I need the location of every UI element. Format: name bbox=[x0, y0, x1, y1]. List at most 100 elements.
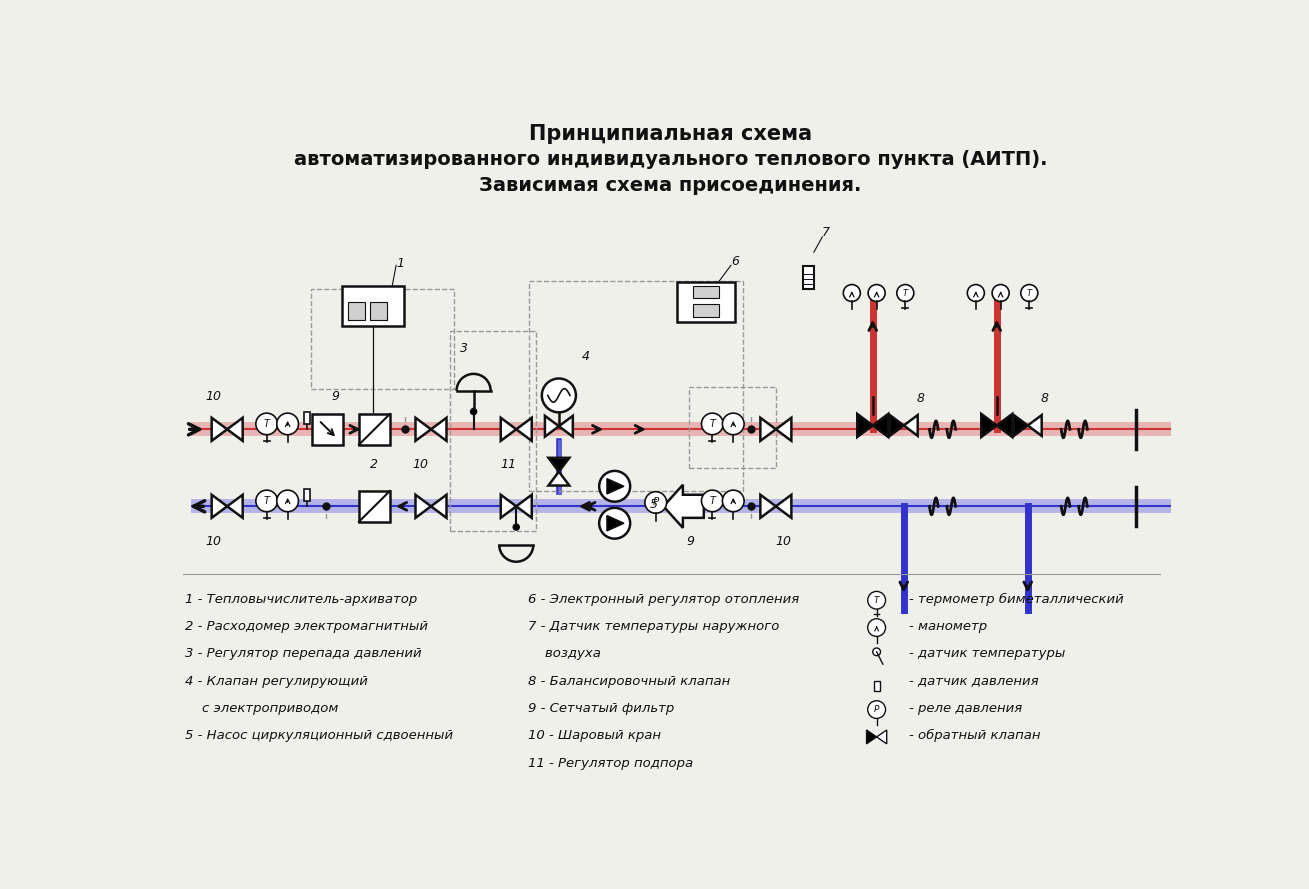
Text: T: T bbox=[263, 496, 270, 506]
Text: T: T bbox=[709, 419, 715, 428]
Text: T: T bbox=[1026, 289, 1031, 298]
Text: - обратный клапан: - обратный клапан bbox=[910, 729, 1041, 742]
Text: 10 - Шаровый кран: 10 - Шаровый кран bbox=[528, 729, 661, 742]
Polygon shape bbox=[548, 458, 569, 472]
Text: T: T bbox=[903, 289, 908, 298]
Polygon shape bbox=[501, 418, 516, 441]
Text: 8 - Балансировочный клапан: 8 - Балансировочный клапан bbox=[528, 675, 730, 687]
Bar bbox=[348, 302, 365, 320]
Polygon shape bbox=[501, 495, 516, 518]
Text: T: T bbox=[709, 496, 715, 506]
Text: 10: 10 bbox=[412, 458, 428, 471]
Bar bbox=[692, 304, 719, 316]
Polygon shape bbox=[212, 495, 228, 518]
Text: Принципиальная схема: Принципиальная схема bbox=[529, 124, 812, 144]
Polygon shape bbox=[877, 730, 886, 744]
Polygon shape bbox=[890, 415, 903, 436]
Text: - манометр: - манометр bbox=[910, 620, 987, 633]
Text: 4: 4 bbox=[583, 349, 590, 363]
Bar bbox=[873, 681, 880, 692]
Circle shape bbox=[873, 648, 881, 656]
Polygon shape bbox=[982, 414, 996, 437]
Bar bbox=[802, 266, 814, 289]
Circle shape bbox=[702, 413, 723, 435]
Bar bbox=[370, 302, 387, 320]
Bar bbox=[529, 282, 742, 491]
Text: 10: 10 bbox=[776, 535, 792, 549]
Circle shape bbox=[723, 413, 744, 435]
Polygon shape bbox=[873, 414, 889, 437]
Circle shape bbox=[967, 284, 984, 301]
Text: 11: 11 bbox=[500, 458, 517, 471]
Text: 2 - Расходомер электромагнитный: 2 - Расходомер электромагнитный bbox=[186, 620, 428, 633]
Polygon shape bbox=[776, 418, 792, 441]
Text: Зависимая схема присоединения.: Зависимая схема присоединения. bbox=[479, 176, 861, 195]
Polygon shape bbox=[228, 418, 242, 441]
Bar bbox=[677, 282, 736, 323]
Text: 11 - Регулятор подпора: 11 - Регулятор подпора bbox=[528, 757, 692, 770]
Circle shape bbox=[702, 490, 723, 512]
Polygon shape bbox=[212, 418, 228, 441]
Circle shape bbox=[542, 379, 576, 412]
Circle shape bbox=[843, 284, 860, 301]
Text: 3 - Регулятор перепада давлений: 3 - Регулятор перепада давлений bbox=[186, 647, 421, 661]
Text: 1: 1 bbox=[397, 257, 404, 270]
Text: 9: 9 bbox=[687, 535, 695, 549]
Circle shape bbox=[276, 413, 298, 435]
Text: - термометр биметаллический: - термометр биметаллический bbox=[910, 593, 1124, 605]
Circle shape bbox=[868, 284, 885, 301]
Polygon shape bbox=[415, 418, 431, 441]
Bar bbox=[692, 285, 719, 299]
Text: 5: 5 bbox=[649, 498, 657, 510]
Circle shape bbox=[600, 471, 630, 501]
Text: T: T bbox=[263, 419, 270, 428]
Circle shape bbox=[868, 619, 885, 637]
Polygon shape bbox=[431, 495, 446, 518]
Text: P: P bbox=[653, 498, 658, 508]
Circle shape bbox=[255, 490, 278, 512]
Bar bbox=[310, 289, 454, 389]
Polygon shape bbox=[857, 414, 873, 437]
Text: 10: 10 bbox=[206, 535, 221, 549]
Text: автоматизированного индивидуального теплового пункта (АИТП).: автоматизированного индивидуального тепл… bbox=[293, 150, 1047, 169]
Text: 6: 6 bbox=[732, 255, 740, 268]
Polygon shape bbox=[431, 418, 446, 441]
Polygon shape bbox=[1013, 415, 1028, 436]
Text: воздуха: воздуха bbox=[528, 647, 601, 661]
Text: 8: 8 bbox=[916, 392, 924, 405]
Circle shape bbox=[1021, 284, 1038, 301]
Polygon shape bbox=[761, 495, 776, 518]
Text: 10: 10 bbox=[206, 390, 221, 404]
Polygon shape bbox=[903, 415, 918, 436]
Text: с электроприводом: с электроприводом bbox=[186, 702, 339, 715]
Text: P: P bbox=[874, 705, 880, 714]
Circle shape bbox=[645, 492, 666, 513]
Circle shape bbox=[992, 284, 1009, 301]
Polygon shape bbox=[545, 416, 559, 436]
Polygon shape bbox=[607, 478, 624, 494]
Bar bbox=[689, 387, 776, 468]
Text: 3: 3 bbox=[461, 342, 469, 355]
Text: 9: 9 bbox=[331, 390, 339, 404]
Text: - реле давления: - реле давления bbox=[910, 702, 1022, 715]
Circle shape bbox=[868, 591, 885, 609]
Text: 2: 2 bbox=[370, 458, 378, 471]
Bar bbox=[359, 491, 390, 522]
Text: T: T bbox=[874, 596, 880, 605]
Text: 7 - Датчик температуры наружного: 7 - Датчик температуры наружного bbox=[528, 620, 779, 633]
Polygon shape bbox=[228, 495, 242, 518]
Polygon shape bbox=[559, 416, 573, 436]
Circle shape bbox=[868, 701, 885, 718]
Bar bbox=[342, 286, 404, 326]
Text: 4 - Клапан регулирующий: 4 - Клапан регулирующий bbox=[186, 675, 368, 687]
Polygon shape bbox=[867, 730, 877, 744]
Polygon shape bbox=[548, 472, 569, 485]
Circle shape bbox=[513, 524, 520, 530]
Bar bbox=[313, 414, 343, 444]
Polygon shape bbox=[761, 418, 776, 441]
Bar bbox=[450, 331, 535, 531]
Polygon shape bbox=[607, 516, 624, 531]
Polygon shape bbox=[664, 485, 704, 528]
Bar bbox=[304, 489, 310, 501]
Circle shape bbox=[600, 508, 630, 539]
